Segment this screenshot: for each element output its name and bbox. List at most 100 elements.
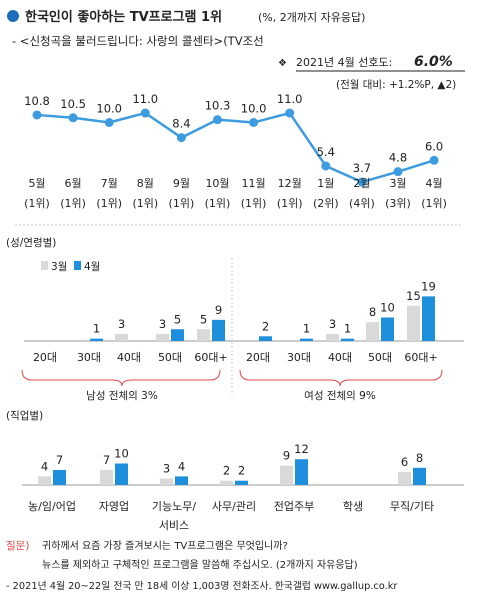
highlight-change: (전월 대비: +1.2%P, ▲2)	[336, 79, 456, 91]
rank-label: (1위)	[205, 197, 231, 210]
bar-april-value: 2	[238, 464, 245, 478]
bar-april-value: 1	[93, 322, 100, 336]
category-label: 20대	[246, 351, 270, 364]
category-label: 사무/관리	[212, 500, 256, 513]
data-point	[213, 115, 222, 125]
data-label: 8.4	[172, 117, 190, 131]
category-label: 학생	[343, 500, 363, 513]
highlight-label: 2021년 4월 선호도:	[296, 56, 392, 69]
rank-label: (1위)	[241, 197, 267, 210]
category-label: 60대+	[194, 351, 227, 364]
month-tick-label: 6월	[65, 177, 82, 190]
male-group-bracket	[21, 369, 221, 387]
rank-label: (1위)	[169, 197, 195, 210]
bar-april-value: 10	[114, 447, 129, 461]
month-tick-label: 12월	[278, 177, 302, 190]
trend-line	[36, 111, 435, 184]
chart-title: 한국인이 좋아하는 TV프로그램 1위	[25, 9, 222, 25]
bar-march	[38, 476, 51, 485]
question-line-2: 뉴스를 제외하고 구체적인 프로그램을 말씀해 주십시오. (2개까지 자유응답…	[42, 558, 358, 571]
month-tick-label: 4월	[426, 177, 443, 190]
category-label: 50대	[158, 351, 182, 364]
month-tick-label: 1월	[317, 177, 334, 190]
bar-march-value: 8	[369, 305, 376, 319]
data-point	[176, 133, 186, 143]
rank-label: (1위)	[132, 197, 158, 210]
bar-april-value: 7	[56, 453, 63, 467]
data-point	[393, 167, 403, 177]
chart-title-note: (%, 2개까지 자유응답)	[258, 11, 365, 24]
category-label: 농/임/어업	[28, 500, 76, 513]
bar-march-value: 6	[401, 455, 408, 469]
data-label: 10.3	[205, 99, 231, 113]
female-group-label: 여성 전체의 9%	[304, 390, 376, 402]
male-group-label: 남성 전체의 3%	[86, 390, 158, 402]
female-group-bracket	[239, 369, 443, 387]
category-label: 20대	[33, 351, 57, 364]
bar-march	[326, 333, 339, 341]
data-point	[104, 118, 114, 127]
month-tick-label: 7월	[101, 177, 118, 190]
bar-april-value: 1	[303, 322, 310, 336]
data-label: 10.8	[24, 94, 50, 108]
category-label: 전업주부	[274, 500, 314, 513]
bar-april	[171, 329, 184, 341]
bar-march	[160, 478, 173, 485]
bar-march-value: 15	[406, 289, 421, 303]
bar-march-value: 2	[223, 464, 230, 478]
bar-march	[156, 333, 169, 341]
bar-march-value: 3	[159, 317, 166, 331]
chart-subtitle: - <신청곡을 불러드립니다: 사랑의 콜센타>(TV조선	[12, 34, 264, 48]
bar-april	[53, 469, 66, 485]
data-point	[140, 108, 150, 118]
data-label: 10.0	[96, 102, 122, 116]
legend-april-swatch	[74, 261, 81, 270]
bar-march	[100, 469, 113, 485]
bar-march-value: 4	[41, 459, 48, 473]
bar-march-value: 3	[118, 317, 125, 331]
bar-march	[220, 480, 233, 485]
highlight-value: 6.0%	[414, 54, 453, 70]
data-label: 11.0	[277, 92, 303, 106]
bar-april-value: 4	[178, 459, 185, 473]
bar-april-value: 10	[380, 301, 395, 315]
category-label: 40대	[117, 351, 141, 364]
month-tick-label: 8월	[137, 177, 154, 190]
question-line-1: 귀하께서 요즘 가장 즐겨보시는 TV프로그램은 무엇입니까?	[42, 539, 288, 552]
bar-march	[197, 329, 210, 341]
bar-march-value: 3	[163, 462, 170, 476]
data-label: 10.5	[60, 97, 86, 111]
bar-march-value: 3	[329, 317, 336, 331]
category-label: 서비스	[159, 519, 189, 532]
bar-april-value: 19	[421, 279, 436, 293]
rank-label: (1위)	[421, 197, 447, 210]
data-label: 4.8	[389, 151, 407, 165]
bar-april-value: 8	[416, 451, 423, 465]
month-tick-label: 5월	[28, 177, 45, 190]
legend-march-label: 3월	[51, 261, 67, 273]
legend-april-label: 4월	[84, 261, 100, 273]
rank-label: (1위)	[24, 197, 50, 210]
occupation-section-label: (직업별)	[6, 409, 43, 422]
bar-april	[212, 319, 225, 341]
bar-march	[398, 472, 411, 485]
bar-april	[295, 459, 308, 485]
bar-march	[115, 333, 128, 341]
bar-april	[300, 338, 313, 341]
data-label: 6.0	[425, 139, 443, 153]
data-point	[32, 110, 42, 120]
bar-april-value: 12	[294, 442, 309, 456]
bar-april-value: 2	[262, 319, 269, 333]
category-label: 30대	[77, 351, 101, 364]
bar-april	[422, 296, 435, 341]
data-label: 3.7	[353, 161, 371, 175]
month-tick-label: 9월	[173, 177, 190, 190]
legend-march-swatch	[41, 261, 48, 270]
survey-source: - 2021년 4월 20~22일 전국 만 18세 이상 1,003명 전화조…	[6, 580, 398, 592]
category-label: 30대	[287, 351, 311, 364]
data-label: 10.0	[241, 102, 267, 116]
bar-april	[341, 338, 354, 341]
